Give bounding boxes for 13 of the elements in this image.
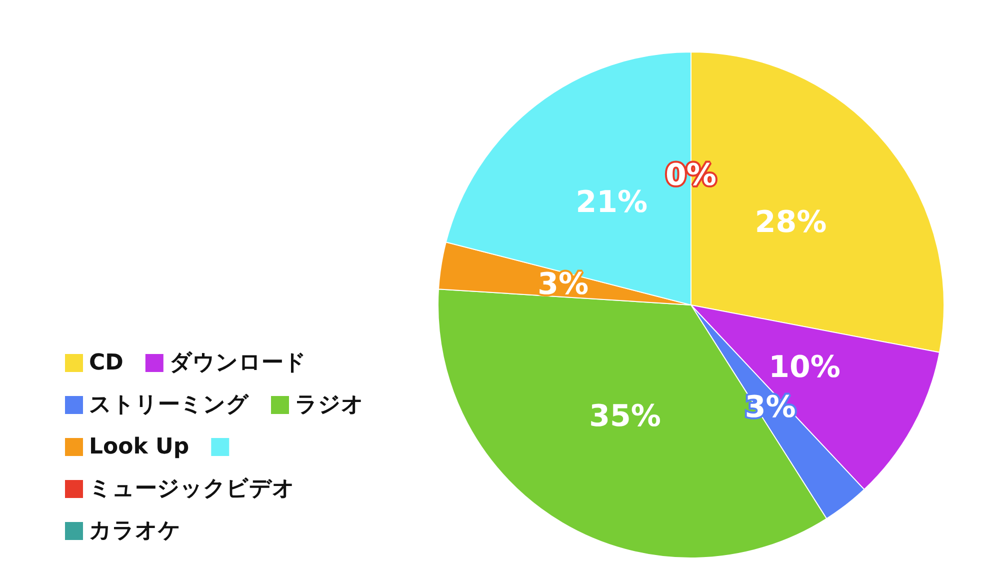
legend-label: ミュージックビデオ xyxy=(89,476,295,502)
data-label: 3% xyxy=(538,267,589,302)
data-label: 35% xyxy=(589,398,661,434)
data-label: 21% xyxy=(576,185,648,220)
legend-label: ストリーミング xyxy=(89,392,249,418)
data-label: 10% xyxy=(768,350,840,385)
legend-label: ラジオ xyxy=(295,392,364,418)
legend-label: CD xyxy=(89,350,124,376)
data-label: 28% xyxy=(754,204,827,240)
legend-label: ダウンロード xyxy=(169,350,306,376)
legend-label: カラオケ xyxy=(89,518,181,544)
text: 0% xyxy=(666,158,716,193)
legend-label: Look Up xyxy=(89,434,190,460)
